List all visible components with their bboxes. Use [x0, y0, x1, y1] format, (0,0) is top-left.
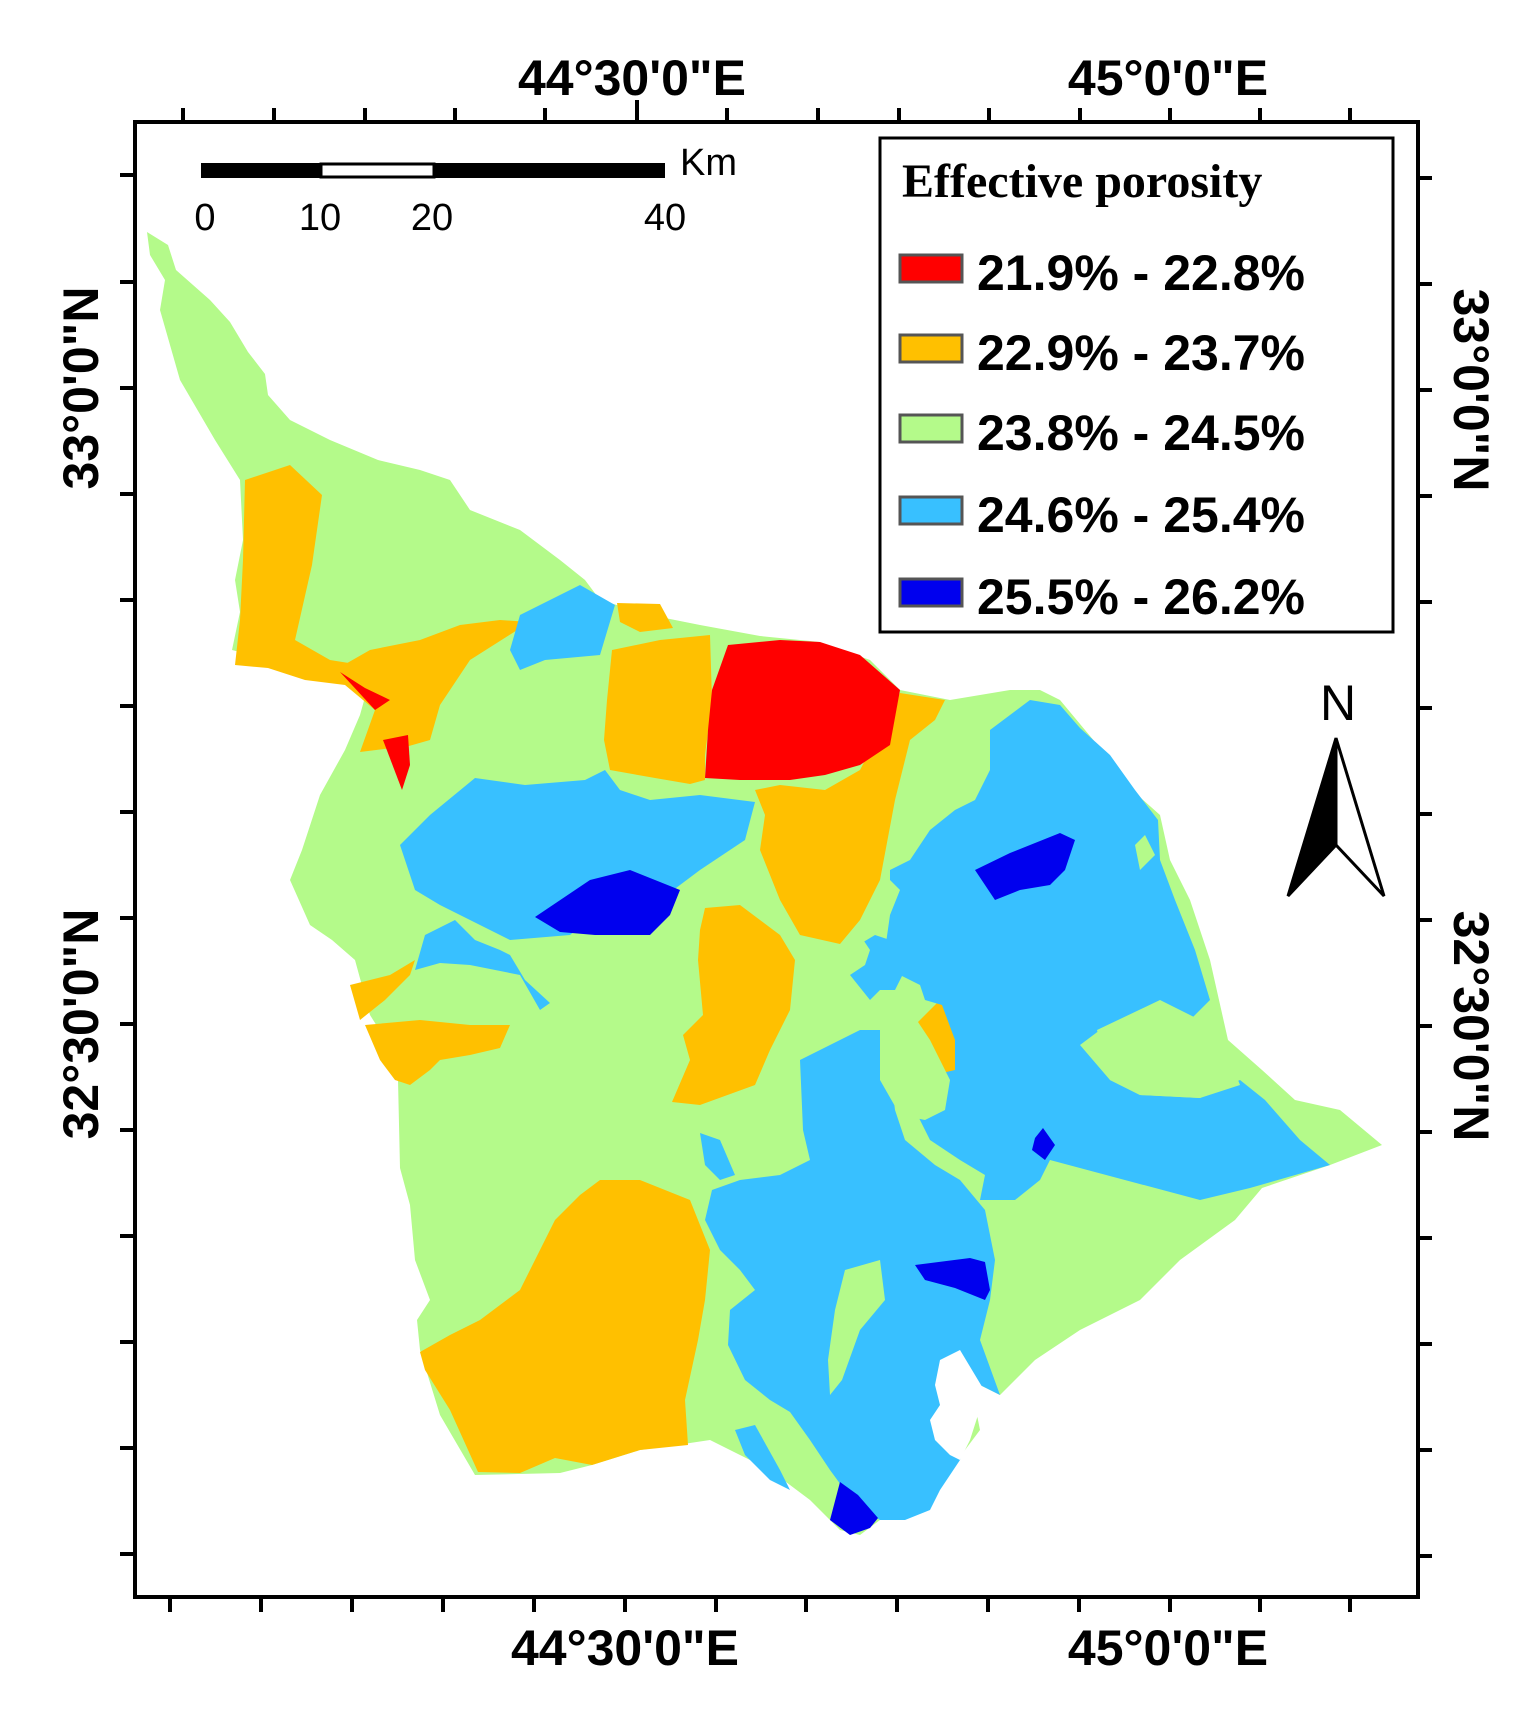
- zone-class-4-north-small: [510, 585, 615, 670]
- legend-swatch-2: [898, 333, 964, 364]
- zone-class-2-west-small: [350, 960, 415, 1020]
- zone-class-4-south-small: [735, 1425, 790, 1490]
- porosity-zones: [147, 232, 1382, 1535]
- top-longitude-label-1: 44°30'0"E: [518, 50, 746, 106]
- zone-class-4-center-west: [400, 770, 755, 940]
- legend-swatch-4: [898, 495, 964, 526]
- scale-unit-label: Km: [680, 142, 737, 184]
- left-latitude-label-2: 32°30'0"N: [53, 909, 109, 1140]
- north-arrow-right-half: [1334, 737, 1386, 898]
- scale-bar-segment-1: [201, 163, 322, 178]
- north-arrow-label: N: [1320, 675, 1356, 731]
- zone-class-5-south-tip: [830, 1482, 878, 1535]
- zone-class-2-center: [672, 905, 795, 1105]
- north-arrow: N: [1286, 675, 1386, 898]
- frame-ticks: [120, 100, 1432, 1612]
- zone-class-3-east-small: [1135, 835, 1155, 870]
- zone-class-2-north-small: [617, 603, 673, 632]
- left-latitude-label-1: 33°0'0"N: [53, 287, 109, 490]
- zone-class-3-center-small: [835, 935, 870, 985]
- zone-class-2-north-central: [335, 620, 530, 750]
- legend-label-5: 25.5% - 26.2%: [977, 569, 1305, 625]
- legend-title: Effective porosity: [902, 155, 1262, 208]
- zone-class-5-south: [915, 1258, 990, 1300]
- scale-label-40: 40: [644, 197, 686, 239]
- zone-class-5-center-west: [535, 870, 680, 935]
- scale-label-10: 10: [299, 197, 341, 239]
- scale-bar: Km 0 10 20 40: [194, 142, 737, 239]
- zone-class-1-north: [705, 640, 900, 780]
- legend-label-3: 23.8% - 24.5%: [977, 405, 1305, 461]
- scale-label-0: 0: [194, 197, 215, 239]
- legend-box: [878, 136, 1395, 634]
- bottom-longitude-label-1: 44°30'0"E: [511, 1620, 739, 1676]
- zone-class-5-east-dot: [1032, 1128, 1055, 1160]
- legend-label-2: 22.9% - 23.7%: [977, 325, 1305, 381]
- zone-class-2-south: [420, 1180, 710, 1473]
- zone-class-2-north-center: [604, 635, 712, 784]
- zone-class-3-center-inner: [880, 1010, 950, 1120]
- zone-class-5-east: [975, 833, 1075, 900]
- legend-label-4: 24.6% - 25.4%: [977, 487, 1305, 543]
- zone-class-3-east-inner: [1097, 1000, 1240, 1098]
- zone-class-4-east: [885, 700, 1330, 1200]
- zone-class-1-northwest-b: [383, 735, 410, 790]
- legend-swatch-1: [898, 253, 964, 284]
- right-latitude-label-2: 32°30'0"N: [1443, 911, 1499, 1142]
- legend-label-1: 21.9% - 22.8%: [977, 245, 1305, 301]
- right-latitude-label-1: 33°0'0"N: [1443, 289, 1499, 492]
- bottom-longitude-label-2: 45°0'0"E: [1068, 1620, 1268, 1676]
- scale-bar-segment-3: [433, 163, 665, 178]
- legend: Effective porosity 21.9% - 22.8% 22.9% -…: [878, 136, 1395, 634]
- zone-class-4-southwest: [700, 1133, 735, 1180]
- zone-class-3-south-inner: [828, 1260, 885, 1395]
- scale-label-20: 20: [411, 197, 453, 239]
- zone-class-3-base: [147, 232, 1382, 1535]
- top-longitude-label-2: 45°0'0"E: [1068, 50, 1268, 106]
- scale-bar-segment-2: [319, 162, 436, 179]
- zone-class-1-northwest-a: [340, 672, 390, 710]
- zone-class-2-north-east: [755, 693, 945, 944]
- zone-class-4-west-small: [415, 920, 550, 1010]
- legend-swatch-5: [898, 577, 964, 608]
- legend-swatch-3: [898, 413, 964, 444]
- zone-class-3-white-gap: [930, 1350, 990, 1460]
- zone-class-2-west: [365, 1020, 510, 1085]
